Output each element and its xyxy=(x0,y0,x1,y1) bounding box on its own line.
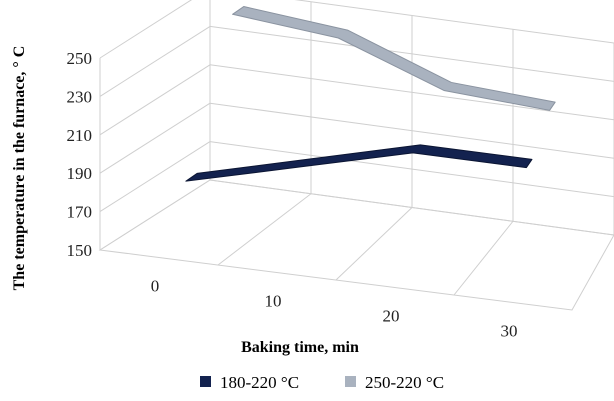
x-tick-label: 0 xyxy=(151,277,160,296)
gridline-side xyxy=(100,0,210,58)
floor-outline xyxy=(100,180,614,310)
y-axis-title: The temperature in the furnace, ° C xyxy=(11,46,28,291)
legend: 180-220 °C 250-220 °C xyxy=(200,373,444,392)
floor-divider xyxy=(454,221,513,295)
gridline-side xyxy=(100,26,210,96)
gridline-side xyxy=(100,103,210,173)
x-axis-title: Baking time, min xyxy=(241,339,359,356)
series-ribbon-1 xyxy=(186,145,532,181)
x-tick-label: 10 xyxy=(265,292,282,311)
x-tick-label: 20 xyxy=(383,307,400,326)
floor-divider xyxy=(336,208,412,281)
series-layer xyxy=(186,7,555,182)
legend-label-series-2: 250-220 °C xyxy=(365,373,444,392)
series-ribbon-2 xyxy=(233,7,556,111)
x-tick-label: 30 xyxy=(501,322,518,341)
legend-swatch-series-2 xyxy=(345,376,356,387)
y-tick-label: 250 xyxy=(67,49,93,68)
y-tick-label: 170 xyxy=(67,203,93,222)
gridline-side xyxy=(100,180,210,250)
floor-divider xyxy=(218,194,311,265)
y-tick-label: 190 xyxy=(67,164,93,183)
y-tick-label: 230 xyxy=(67,87,93,106)
legend-swatch-series-1 xyxy=(200,376,211,387)
y-tick-label: 150 xyxy=(67,241,93,260)
gridline-side xyxy=(100,65,210,135)
tick-layer: 150 170 190 210 230 250 0 10 20 30 xyxy=(67,49,518,341)
legend-label-series-1: 180-220 °C xyxy=(220,373,299,392)
y-tick-label: 210 xyxy=(67,126,93,145)
